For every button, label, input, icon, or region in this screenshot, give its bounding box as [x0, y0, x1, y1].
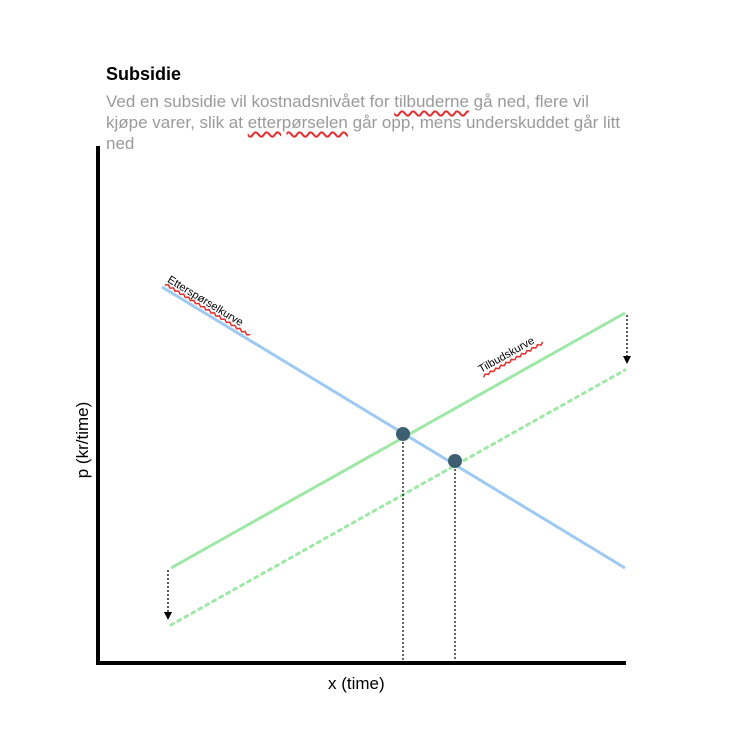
supply-curve	[170, 311, 626, 570]
demand-curve-label: Etterspørselkurve	[165, 274, 245, 329]
demand-curve-label-group: Etterspørselkurve	[164, 274, 251, 336]
subtitle-text-3: går opp, mens underskuddet går litt ned	[106, 113, 621, 153]
subtitle-word-etterporselen: etterpørselen	[247, 113, 348, 132]
supply-curve-label-group: Tilbudskurve	[477, 335, 544, 378]
supply-label-spellcheck-underline	[482, 341, 544, 378]
equilibrium-point-new	[448, 454, 462, 468]
diagram-subtitle: Ved en subsidie vil kostnadsnivået for t…	[106, 91, 626, 154]
subtitle-text-2: gå ned, flere vil kjøpe varer, slik at	[106, 92, 589, 132]
diagram-title: Subsidie	[106, 64, 182, 84]
subtitle-text-1: Ved en subsidie vil kostnadsnivået for	[106, 92, 395, 111]
demand-curve	[161, 285, 626, 570]
supply-curve-label: Tilbudskurve	[477, 335, 537, 376]
equilibrium-point-original	[396, 427, 410, 441]
x-axis-label: x (time)	[328, 674, 385, 693]
demand-label-spellcheck-underline	[164, 284, 251, 336]
subtitle-word-tilbuderne: tilbuderne	[394, 92, 469, 111]
y-axis-label: p (kr/time)	[73, 401, 92, 479]
supply-curve-subsidized	[169, 368, 627, 627]
